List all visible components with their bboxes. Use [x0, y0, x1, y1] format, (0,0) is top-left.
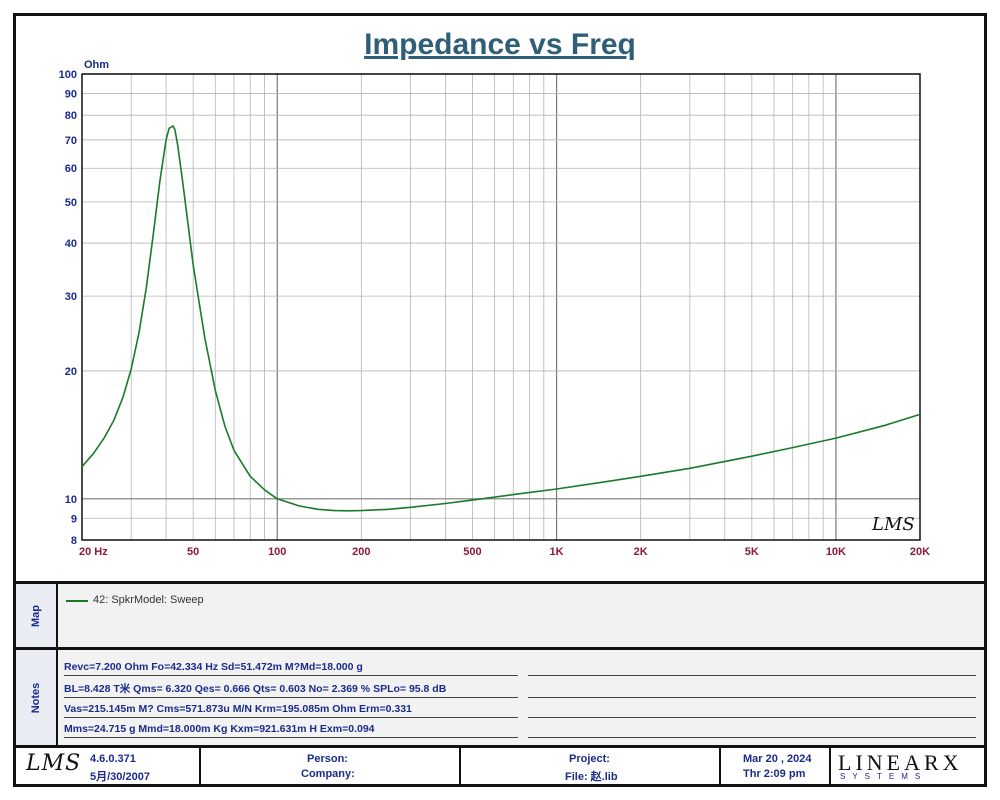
person-label: Person:	[307, 753, 348, 765]
build-date-text: 5月/30/2007	[90, 771, 150, 783]
x-tick-label: 500	[463, 546, 481, 558]
note-rule-4	[528, 722, 976, 738]
map-panel: Map 42: SpkrModel: Sweep	[16, 581, 984, 647]
project-label: Project:	[569, 753, 610, 765]
plot-border	[81, 73, 921, 541]
version-text: 4.6.0.371	[90, 753, 136, 765]
footer-cell-version: LMS 4.6.0.371 5月/30/2007	[16, 748, 201, 784]
company-label: Company:	[301, 768, 355, 780]
y-tick-label: 40	[65, 238, 77, 250]
footer-cell-datetime: Mar 20 , 2024 Thr 2:09 pm	[721, 748, 831, 784]
impedance-chart: 100 90 80 70 60 50 40 30 20 10 9 8 Ohm 20 Hz 50 100 200 5…	[59, 59, 931, 558]
note-rule-2	[528, 682, 976, 698]
note-line-1: Revc=7.200 Ohm Fo=42.334 Hz Sd=51.472m M…	[64, 660, 518, 676]
notes-panel-side: Notes	[16, 650, 58, 745]
y-axis-unit: Ohm	[84, 59, 109, 71]
x-tick-label: 50	[187, 546, 199, 558]
lms-watermark: LMS	[871, 514, 915, 535]
y-tick-label: 9	[71, 513, 77, 525]
chart-title: Impedance vs Freq	[364, 28, 636, 61]
y-tick-label: 30	[65, 291, 77, 303]
footer-cell-project: Project: File: 赵.lib	[461, 748, 721, 784]
footer-cell-person: Person: Company:	[201, 748, 461, 784]
report-frame: Impedance vs Freq 100 90 80 70 60 50 40 30 20 10 9…	[13, 13, 987, 787]
note-line-2: BL=8.428 T米 Qms= 6.320 Qes= 0.666 Qts= 0…	[64, 682, 518, 698]
linearx-logo: LINEARX	[838, 750, 963, 775]
lms-logo: LMS	[26, 751, 82, 776]
x-tick-label: 100	[268, 546, 286, 558]
y-tick-label: 90	[65, 88, 77, 100]
x-tick-label: 5K	[745, 546, 759, 558]
linearx-systems-text: SYSTEMS	[840, 772, 928, 781]
x-tick-label: 1K	[550, 546, 564, 558]
note-line-4: Mms=24.715 g Mmd=18.000m Kg Kxm=921.631m…	[64, 722, 518, 738]
x-tick-label: 20K	[910, 546, 930, 558]
y-tick-label: 50	[65, 197, 77, 209]
impedance-curve	[81, 125, 921, 512]
note-rule-1	[528, 660, 976, 676]
y-tick-label: 60	[65, 163, 77, 175]
note-rule-3	[528, 702, 976, 718]
notes-panel: Notes Revc=7.200 Ohm Fo=42.334 Hz Sd=51.…	[16, 647, 984, 745]
x-tick-label: 20 Hz	[79, 546, 108, 558]
file-label: File: 赵.lib	[565, 771, 618, 783]
current-time: Thr 2:09 pm	[743, 768, 806, 780]
legend-entry: 42: SpkrModel: Sweep	[93, 594, 204, 606]
x-tick-label: 10K	[826, 546, 846, 558]
note-line-3: Vas=215.145m M? Cms=571.873u M/N Krm=195…	[64, 702, 518, 718]
notes-label: Notes	[30, 682, 42, 713]
y-tick-label: 100	[59, 69, 77, 81]
plot-area	[82, 74, 920, 540]
y-tick-label: 10	[65, 494, 77, 506]
footer-bar: LMS 4.6.0.371 5月/30/2007 Person: Company…	[16, 745, 984, 784]
x-tick-label: 200	[352, 546, 370, 558]
y-tick-label: 20	[65, 366, 77, 378]
y-tick-label: 70	[65, 135, 77, 147]
y-tick-label: 80	[65, 110, 77, 122]
x-tick-label: 2K	[634, 546, 648, 558]
map-label: Map	[30, 604, 42, 627]
y-tick-label: 8	[71, 535, 77, 547]
map-panel-side: Map	[16, 584, 58, 647]
legend-swatch	[66, 600, 88, 602]
current-date: Mar 20 , 2024	[743, 753, 812, 765]
